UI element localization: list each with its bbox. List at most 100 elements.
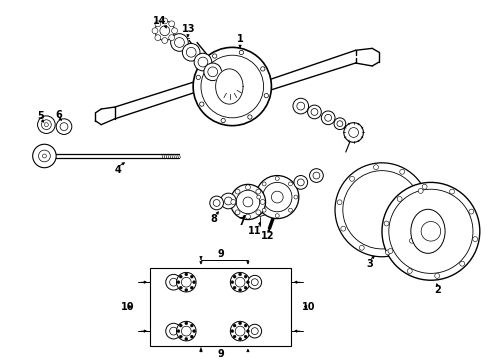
Text: 1: 1	[237, 33, 244, 44]
Text: 7: 7	[239, 216, 245, 226]
Circle shape	[245, 185, 250, 190]
Circle shape	[407, 269, 412, 274]
Text: 4: 4	[115, 165, 121, 175]
Circle shape	[174, 37, 184, 48]
Circle shape	[311, 108, 318, 115]
Circle shape	[239, 337, 242, 341]
Circle shape	[233, 324, 236, 327]
Circle shape	[177, 330, 180, 333]
Circle shape	[166, 323, 181, 339]
Circle shape	[263, 183, 292, 212]
Circle shape	[181, 326, 191, 336]
Circle shape	[257, 195, 261, 199]
Circle shape	[251, 328, 258, 334]
Circle shape	[45, 123, 49, 127]
Circle shape	[33, 144, 56, 168]
Circle shape	[177, 281, 180, 284]
Circle shape	[190, 324, 193, 327]
Circle shape	[171, 34, 188, 51]
Circle shape	[193, 48, 271, 126]
Circle shape	[160, 26, 170, 36]
Circle shape	[193, 330, 196, 333]
Circle shape	[196, 75, 200, 80]
Circle shape	[382, 183, 480, 280]
Circle shape	[248, 115, 252, 119]
Circle shape	[421, 221, 441, 241]
Circle shape	[179, 286, 182, 289]
Circle shape	[400, 169, 405, 174]
Circle shape	[190, 275, 193, 278]
Circle shape	[310, 169, 323, 183]
Circle shape	[185, 289, 188, 292]
Bar	[150, 267, 291, 346]
Text: 10: 10	[302, 302, 316, 312]
Circle shape	[179, 335, 182, 338]
Text: 2: 2	[434, 285, 441, 295]
Circle shape	[260, 199, 265, 204]
Circle shape	[422, 184, 427, 189]
Circle shape	[39, 150, 50, 162]
Circle shape	[334, 118, 346, 130]
Circle shape	[56, 119, 72, 134]
Circle shape	[220, 193, 236, 209]
Circle shape	[313, 172, 320, 179]
Circle shape	[349, 127, 359, 138]
Circle shape	[231, 199, 236, 204]
Circle shape	[418, 189, 423, 193]
Circle shape	[335, 163, 429, 257]
Circle shape	[172, 28, 177, 34]
Circle shape	[42, 120, 51, 130]
Circle shape	[256, 176, 299, 219]
Circle shape	[231, 330, 234, 333]
Text: 13: 13	[181, 24, 195, 34]
Circle shape	[169, 21, 174, 27]
Circle shape	[176, 321, 196, 341]
Circle shape	[244, 286, 247, 289]
Circle shape	[231, 281, 234, 284]
Circle shape	[221, 118, 225, 123]
Circle shape	[422, 215, 427, 220]
Circle shape	[155, 21, 161, 27]
Circle shape	[289, 208, 293, 212]
Circle shape	[155, 35, 161, 41]
Circle shape	[198, 57, 208, 67]
Circle shape	[236, 190, 260, 214]
Circle shape	[271, 191, 283, 203]
Circle shape	[230, 321, 250, 341]
Circle shape	[337, 121, 343, 127]
Circle shape	[264, 94, 269, 98]
Circle shape	[384, 221, 389, 226]
Circle shape	[261, 67, 265, 71]
Circle shape	[230, 273, 250, 292]
Circle shape	[169, 35, 174, 41]
Circle shape	[230, 184, 266, 220]
Circle shape	[186, 48, 196, 57]
Circle shape	[289, 182, 293, 186]
Circle shape	[321, 111, 335, 125]
Text: 11: 11	[248, 226, 262, 236]
Circle shape	[166, 274, 181, 290]
Circle shape	[182, 44, 200, 61]
Circle shape	[337, 200, 342, 205]
Text: 9: 9	[217, 348, 224, 359]
Circle shape	[460, 261, 465, 266]
Text: 10: 10	[121, 302, 134, 312]
Circle shape	[239, 289, 242, 292]
Circle shape	[185, 337, 188, 341]
Circle shape	[262, 182, 266, 186]
Circle shape	[473, 237, 478, 242]
Circle shape	[397, 197, 402, 201]
Circle shape	[155, 21, 174, 41]
Circle shape	[248, 324, 262, 338]
Circle shape	[233, 275, 236, 278]
Circle shape	[388, 249, 393, 253]
Circle shape	[294, 195, 298, 199]
Circle shape	[235, 326, 245, 336]
Circle shape	[297, 102, 305, 110]
Circle shape	[181, 277, 191, 287]
Circle shape	[256, 210, 261, 215]
Circle shape	[213, 199, 220, 206]
Circle shape	[194, 53, 212, 71]
Circle shape	[185, 273, 188, 276]
Circle shape	[251, 279, 258, 285]
